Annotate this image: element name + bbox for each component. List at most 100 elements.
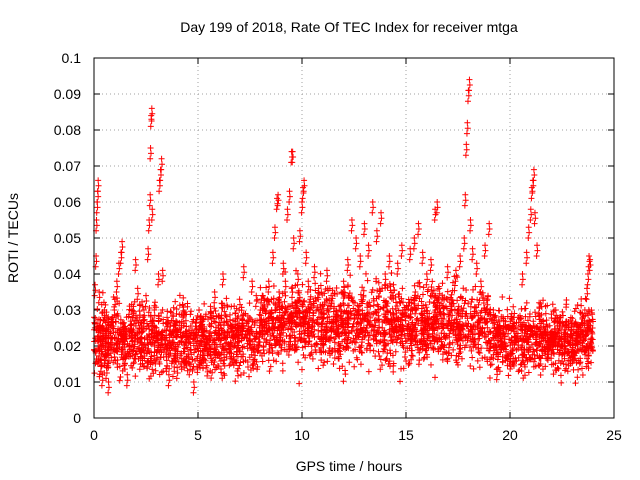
data-point xyxy=(569,335,576,342)
data-point xyxy=(183,323,190,330)
data-point xyxy=(318,338,325,345)
data-point xyxy=(464,98,471,105)
data-point xyxy=(449,297,456,304)
data-point xyxy=(479,355,486,362)
data-point xyxy=(199,321,206,328)
data-point xyxy=(544,341,551,348)
data-point xyxy=(100,325,107,331)
data-point xyxy=(349,339,356,346)
data-point xyxy=(524,358,531,365)
data-point xyxy=(133,262,140,268)
data-point xyxy=(569,320,576,327)
data-point xyxy=(109,314,116,321)
data-point xyxy=(575,357,582,364)
data-point xyxy=(412,322,419,329)
data-point xyxy=(277,325,284,331)
data-point xyxy=(137,319,144,326)
data-point xyxy=(369,209,376,216)
data-point xyxy=(176,302,183,309)
data-point xyxy=(158,349,165,356)
data-point xyxy=(157,344,164,351)
data-point xyxy=(231,332,238,339)
data-point xyxy=(465,92,472,99)
chart-title: Day 199 of 2018, Rate Of TEC Index for r… xyxy=(180,19,518,35)
data-point xyxy=(210,312,217,319)
data-point xyxy=(350,335,357,342)
data-point xyxy=(551,319,558,326)
data-point xyxy=(533,339,540,346)
data-point xyxy=(170,323,177,330)
data-point xyxy=(258,352,265,359)
data-point xyxy=(221,347,228,354)
data-point xyxy=(345,262,352,268)
data-point xyxy=(540,323,547,330)
data-point xyxy=(271,327,278,334)
data-point xyxy=(557,372,564,379)
data-point xyxy=(289,342,296,349)
data-point xyxy=(556,338,563,345)
data-point xyxy=(155,281,162,288)
data-point xyxy=(119,244,126,250)
data-point xyxy=(416,349,423,356)
data-point xyxy=(161,346,168,353)
data-point xyxy=(288,310,295,317)
data-point xyxy=(574,301,581,308)
data-point xyxy=(119,367,126,374)
data-point xyxy=(339,329,346,336)
data-point xyxy=(158,166,165,173)
data-point xyxy=(216,319,223,326)
data-point xyxy=(169,373,176,380)
data-point xyxy=(360,316,367,323)
data-point xyxy=(132,317,139,324)
data-point xyxy=(159,306,166,313)
data-point xyxy=(232,333,239,340)
data-point xyxy=(525,349,532,356)
data-point xyxy=(308,317,315,324)
data-point xyxy=(484,358,491,365)
data-point xyxy=(191,384,198,391)
data-point xyxy=(439,280,446,287)
data-point xyxy=(506,295,513,302)
data-point xyxy=(150,322,157,329)
data-point xyxy=(257,307,264,313)
data-point xyxy=(432,374,439,381)
data-point xyxy=(369,199,376,205)
data-point xyxy=(399,285,406,292)
data-point xyxy=(495,350,502,357)
data-point xyxy=(309,355,316,362)
data-point xyxy=(447,321,454,328)
data-point xyxy=(519,281,526,288)
data-point xyxy=(485,231,492,238)
data-point xyxy=(312,295,319,302)
x-tick-label: 5 xyxy=(194,427,202,443)
data-point xyxy=(431,299,438,306)
data-point xyxy=(156,188,163,195)
data-point xyxy=(383,303,390,310)
data-point xyxy=(250,346,257,353)
data-point xyxy=(340,301,347,308)
data-point xyxy=(259,358,266,365)
data-point xyxy=(577,328,584,335)
data-point xyxy=(474,296,481,303)
data-point xyxy=(172,343,179,350)
data-point xyxy=(423,347,430,354)
data-point xyxy=(123,382,130,389)
data-point xyxy=(463,130,470,137)
data-point xyxy=(394,271,401,277)
data-point xyxy=(244,328,251,335)
data-point xyxy=(103,353,110,360)
data-point xyxy=(571,356,578,363)
data-point xyxy=(161,335,168,342)
data-point xyxy=(114,345,121,352)
data-point xyxy=(325,347,332,354)
data-point xyxy=(278,314,285,321)
data-point xyxy=(280,324,287,331)
data-point xyxy=(160,272,167,279)
data-point xyxy=(101,307,108,313)
data-point xyxy=(326,337,333,344)
data-point xyxy=(147,191,154,198)
data-point xyxy=(167,322,174,329)
data-point xyxy=(303,254,310,261)
data-point xyxy=(585,349,592,356)
data-point xyxy=(587,256,594,263)
